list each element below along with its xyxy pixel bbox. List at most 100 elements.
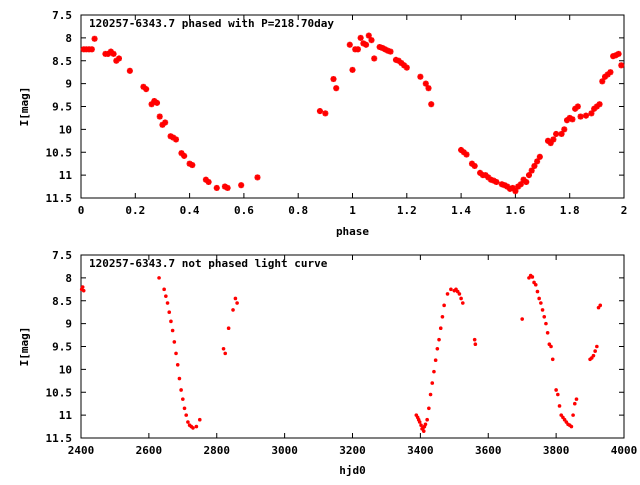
y-tick-label: 9.5 <box>52 341 72 354</box>
y-tick-label: 9.5 <box>52 101 72 114</box>
data-point <box>540 308 545 312</box>
data-point <box>174 351 178 356</box>
data-point <box>577 113 584 120</box>
x-tick-label: 2600 <box>136 444 163 457</box>
data-point <box>554 388 558 392</box>
data-point <box>421 429 426 433</box>
data-point <box>618 62 625 69</box>
data-point <box>535 289 540 294</box>
plot-frame <box>80 254 625 439</box>
data-point <box>417 73 424 80</box>
data-point <box>588 110 595 117</box>
data-point <box>545 330 550 335</box>
data-point <box>599 78 606 85</box>
data-point <box>591 353 596 358</box>
data-point <box>433 358 438 363</box>
data-point <box>432 369 436 374</box>
plot-title: 120257-6343.7 phased with P=218.70day <box>89 17 334 30</box>
data-point <box>91 35 98 42</box>
x-axis-label: hjd0 <box>339 464 366 477</box>
data-point <box>537 296 541 301</box>
data-point <box>542 314 547 319</box>
data-point <box>533 282 538 287</box>
data-point <box>349 66 356 73</box>
x-tick-label: 1.4 <box>451 204 471 217</box>
data-point <box>181 152 188 159</box>
data-point <box>530 275 535 279</box>
x-tick-label: 4000 <box>611 444 638 457</box>
data-point <box>148 101 155 108</box>
data-point <box>165 301 170 305</box>
data-point <box>435 346 440 351</box>
data-point <box>126 67 133 74</box>
x-tick-label: 2 <box>621 204 628 217</box>
data-point <box>520 317 524 321</box>
data-point <box>525 172 532 179</box>
x-tick-label: 3800 <box>543 444 570 457</box>
data-point <box>235 301 239 305</box>
data-point <box>156 113 163 120</box>
data-point <box>387 48 394 55</box>
x-axis-label: phase <box>336 225 369 238</box>
y-tick-label: 8.5 <box>52 295 72 308</box>
y-tick-label: 11.5 <box>46 432 73 445</box>
data-point <box>534 158 541 165</box>
x-tick-label: 0.4 <box>180 204 200 217</box>
data-point <box>322 110 329 117</box>
data-point <box>598 303 603 308</box>
data-point <box>528 167 535 174</box>
data-point <box>167 310 172 314</box>
y-tick-label: 11 <box>59 409 73 422</box>
x-tick-label: 1.8 <box>560 204 580 217</box>
data-point <box>226 326 231 331</box>
y-axis-label: I[mag] <box>18 87 31 127</box>
y-tick-label: 11 <box>59 169 73 182</box>
data-point <box>177 376 182 381</box>
x-tick-label: 1.6 <box>505 204 525 217</box>
data-point <box>595 344 599 349</box>
data-point <box>473 342 478 347</box>
data-point <box>531 162 538 169</box>
data-point <box>371 55 378 62</box>
data-point <box>213 184 220 191</box>
data-point <box>427 406 431 411</box>
data-point <box>428 392 433 397</box>
x-tick-label: 3200 <box>339 444 366 457</box>
data-point <box>423 422 428 427</box>
data-point <box>357 34 364 41</box>
plot-title: 120257-6343.7 not phased light curve <box>89 257 328 270</box>
data-point <box>460 301 465 305</box>
y-tick-label: 7.5 <box>52 9 72 22</box>
data-point <box>550 357 555 362</box>
data-point <box>596 101 603 108</box>
data-point <box>523 178 530 185</box>
data-point <box>170 328 175 333</box>
data-point <box>419 423 423 427</box>
data-point <box>558 130 565 137</box>
x-tick-label: 3600 <box>475 444 502 457</box>
x-tick-label: 0.6 <box>234 204 254 217</box>
x-tick-label: 2400 <box>68 444 95 457</box>
y-tick-label: 8 <box>65 272 72 285</box>
x-tick-label: 0.8 <box>288 204 308 217</box>
y-tick-label: 7.5 <box>52 249 72 262</box>
x-tick-label: 2800 <box>204 444 231 457</box>
data-point <box>333 85 340 92</box>
y-tick-label: 9 <box>65 78 72 91</box>
x-tick-label: 0 <box>78 204 85 217</box>
data-point <box>80 285 85 289</box>
x-tick-label: 0.2 <box>125 204 145 217</box>
data-point <box>493 178 500 185</box>
data-points <box>79 273 603 433</box>
data-point <box>445 292 450 296</box>
data-point <box>512 188 519 195</box>
data-point <box>173 136 180 143</box>
data-point <box>569 424 574 429</box>
data-point <box>224 184 231 191</box>
data-point <box>593 349 597 353</box>
data-point <box>223 351 228 356</box>
data-point <box>189 162 196 169</box>
data-point <box>442 303 446 308</box>
data-point <box>430 381 435 385</box>
